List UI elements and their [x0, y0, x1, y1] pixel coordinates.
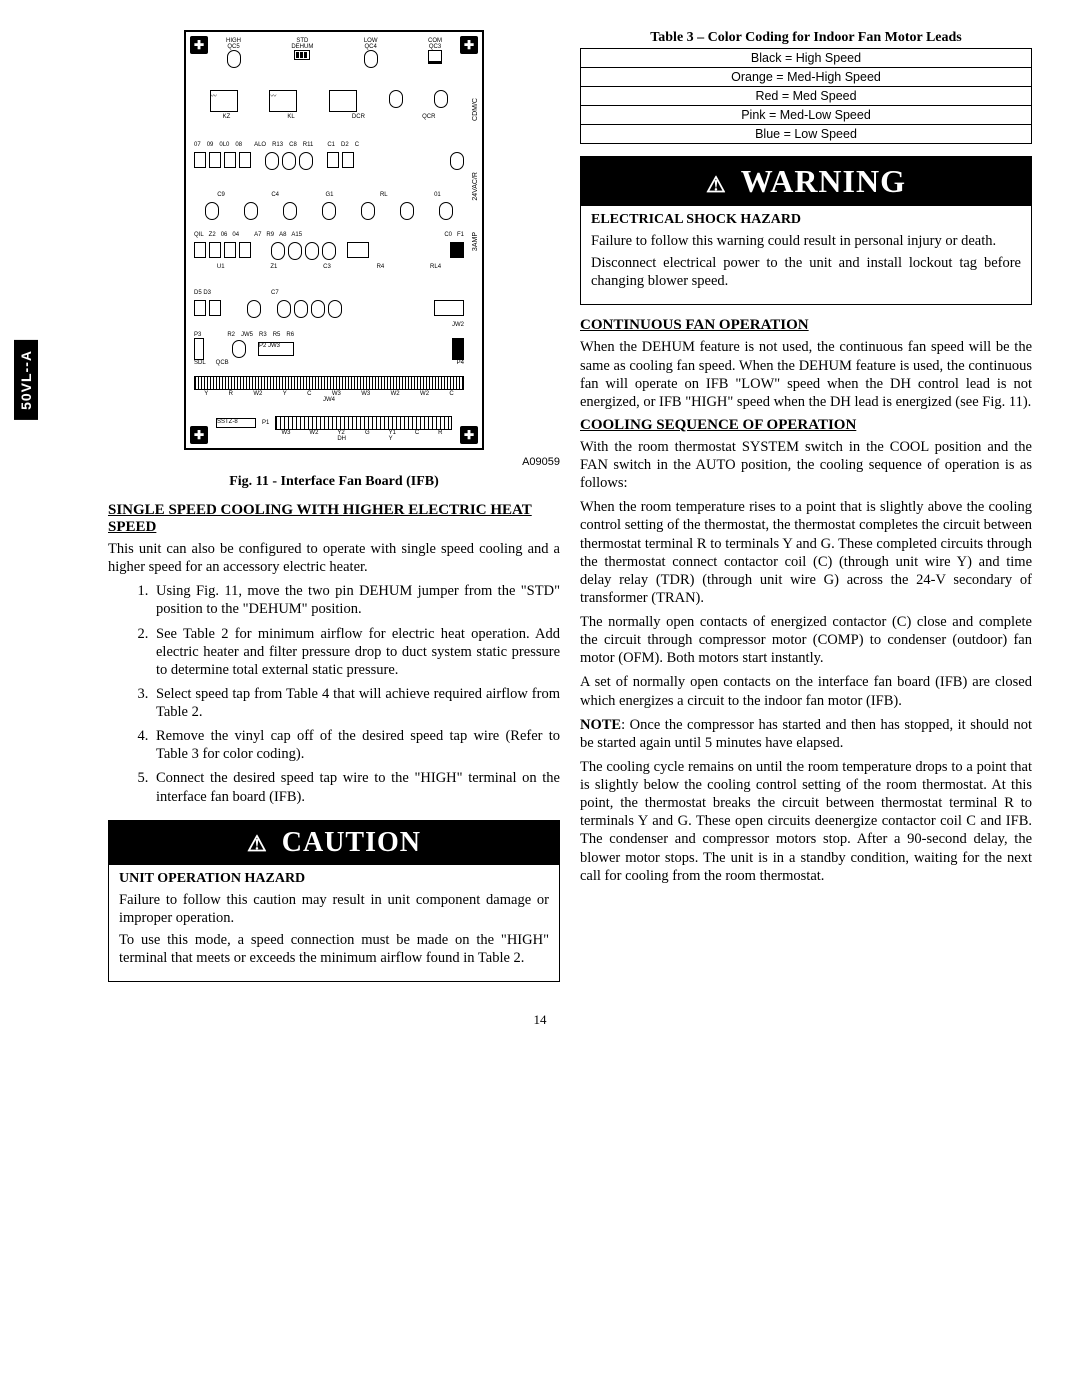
note-label: NOTE: [580, 717, 621, 733]
warning-box: ⚠ WARNING ELECTRICAL SHOCK HAZARD Failure…: [580, 156, 1032, 305]
cfo-text: When the DEHUM feature is not used, the …: [580, 338, 1032, 411]
table-row: Pink = Med-Low Speed: [581, 106, 1032, 125]
label-qc3: QC3: [428, 44, 442, 50]
screw-icon: [190, 426, 208, 444]
table-row: Orange = Med-High Speed: [581, 68, 1032, 87]
cso-p4: A set of normally open contacts on the i…: [580, 673, 1032, 709]
page-number: 14: [48, 1012, 1032, 1028]
screw-icon: [460, 426, 478, 444]
step-item: Remove the vinyl cap off of the desired …: [152, 727, 560, 763]
cso-p3: The normally open contacts of energized …: [580, 613, 1032, 667]
screw-icon: [460, 36, 478, 54]
table-row: Black = High Speed: [581, 49, 1032, 68]
warning-p1: Failure to follow this warning could res…: [591, 232, 1021, 250]
diagram-code: A09059: [108, 456, 560, 468]
caution-p1: Failure to follow this caution may resul…: [119, 891, 549, 927]
figure-caption: Fig. 11 - Interface Fan Board (IFB): [108, 474, 560, 490]
ifb-diagram: HIGH QC5 STD DEHUM LOW QC4 COM QC3: [184, 30, 484, 450]
caution-banner: ⚠ CAUTION: [109, 821, 559, 865]
step-item: Select speed tap from Table 4 that will …: [152, 685, 560, 721]
warning-banner: ⚠ WARNING: [581, 157, 1031, 206]
color-coding-table: Black = High Speed Orange = Med-High Spe…: [580, 48, 1032, 144]
table-row: Blue = Low Speed: [581, 125, 1032, 144]
caution-box: ⚠ CAUTION UNIT OPERATION HAZARD Failure t…: [108, 820, 560, 983]
cso-note: NOTE: Once the compressor has started an…: [580, 716, 1032, 752]
intro-text: This unit can also be configured to oper…: [108, 540, 560, 576]
heading-cfo: CONTINUOUS FAN OPERATION: [580, 317, 1032, 334]
warning-triangle-icon: ⚠: [247, 831, 268, 856]
label-deh: DEHUM: [291, 44, 313, 50]
warning-triangle-icon: ⚠: [706, 172, 727, 197]
caution-subhead: UNIT OPERATION HAZARD: [119, 871, 549, 887]
step-item: Using Fig. 11, move the two pin DEHUM ju…: [152, 582, 560, 618]
label-vac: 24VAC/R: [472, 172, 479, 201]
label-cdmc: CDM/C: [472, 98, 479, 121]
page-body: HIGH QC5 STD DEHUM LOW QC4 COM QC3: [48, 30, 1032, 982]
step-item: Connect the desired speed tap wire to th…: [152, 769, 560, 805]
caution-label: CAUTION: [282, 827, 421, 858]
label-amp: 3AMP: [472, 232, 479, 251]
right-column: Table 3 – Color Coding for Indoor Fan Mo…: [580, 30, 1032, 982]
table-row: Red = Med Speed: [581, 87, 1032, 106]
heading-single-speed: SINGLE SPEED COOLING WITH HIGHER ELECTRI…: [108, 502, 560, 536]
warning-label: WARNING: [741, 163, 906, 199]
step-item: See Table 2 for minimum airflow for elec…: [152, 625, 560, 679]
left-column: HIGH QC5 STD DEHUM LOW QC4 COM QC3: [48, 30, 560, 982]
warning-subhead: ELECTRICAL SHOCK HAZARD: [591, 212, 1021, 228]
steps-list: Using Fig. 11, move the two pin DEHUM ju…: [152, 582, 560, 805]
cso-p5: : Once the compressor has started and th…: [580, 717, 1032, 751]
screw-icon: [190, 36, 208, 54]
side-tab: 50VL--A: [14, 340, 38, 420]
cso-p2: When the room temperature rises to a poi…: [580, 498, 1032, 607]
table3-caption: Table 3 – Color Coding for Indoor Fan Mo…: [580, 30, 1032, 46]
caution-p2: To use this mode, a speed connection mus…: [119, 931, 549, 967]
warning-p2: Disconnect electrical power to the unit …: [591, 254, 1021, 290]
heading-cso: COOLING SEQUENCE OF OPERATION: [580, 417, 1032, 434]
cso-p6: The cooling cycle remains on until the r…: [580, 758, 1032, 885]
cso-p1: With the room thermostat SYSTEM switch i…: [580, 438, 1032, 492]
